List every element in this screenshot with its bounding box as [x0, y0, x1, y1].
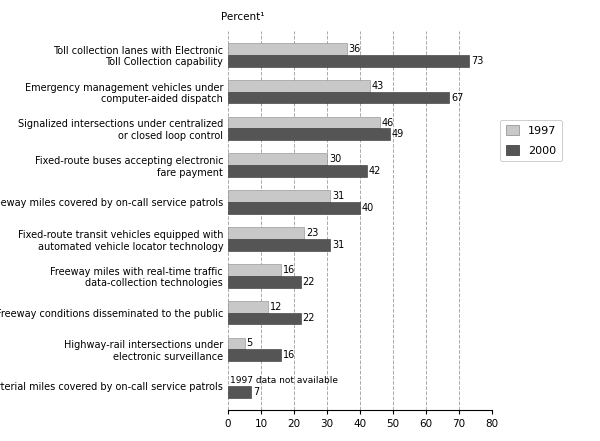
Text: 1997 data not available: 1997 data not available: [230, 376, 338, 385]
Bar: [228, 80, 370, 92]
Bar: [228, 165, 367, 177]
Text: 16: 16: [283, 265, 295, 275]
Legend: 1997, 2000: 1997, 2000: [500, 120, 562, 161]
Bar: [228, 276, 301, 288]
Bar: [228, 92, 449, 103]
Text: 16: 16: [283, 350, 295, 360]
Text: 67: 67: [451, 93, 463, 102]
Bar: [228, 117, 380, 128]
Text: Percent¹: Percent¹: [221, 11, 265, 22]
Bar: [228, 227, 304, 239]
Text: 22: 22: [302, 277, 315, 287]
Text: 49: 49: [392, 129, 404, 139]
Bar: [228, 338, 245, 349]
Bar: [228, 264, 281, 276]
Text: 42: 42: [368, 166, 381, 176]
Text: 30: 30: [329, 154, 341, 164]
Bar: [228, 153, 327, 165]
Text: 23: 23: [306, 228, 318, 238]
Text: 12: 12: [269, 302, 282, 312]
Text: 31: 31: [332, 191, 344, 201]
Text: 22: 22: [302, 314, 315, 323]
Text: 46: 46: [382, 118, 394, 127]
Text: 43: 43: [372, 81, 384, 91]
Bar: [228, 313, 301, 324]
Text: 73: 73: [471, 56, 483, 66]
Text: 36: 36: [349, 44, 361, 54]
Bar: [228, 202, 360, 214]
Bar: [228, 55, 469, 67]
Text: 31: 31: [332, 240, 344, 250]
Bar: [228, 128, 390, 140]
Text: 40: 40: [362, 203, 374, 213]
Bar: [228, 349, 281, 361]
Bar: [228, 386, 251, 398]
Text: 7: 7: [253, 387, 259, 397]
Bar: [228, 239, 330, 250]
Bar: [228, 43, 347, 55]
Bar: [228, 191, 330, 202]
Text: 5: 5: [247, 339, 253, 348]
Bar: [228, 301, 268, 313]
